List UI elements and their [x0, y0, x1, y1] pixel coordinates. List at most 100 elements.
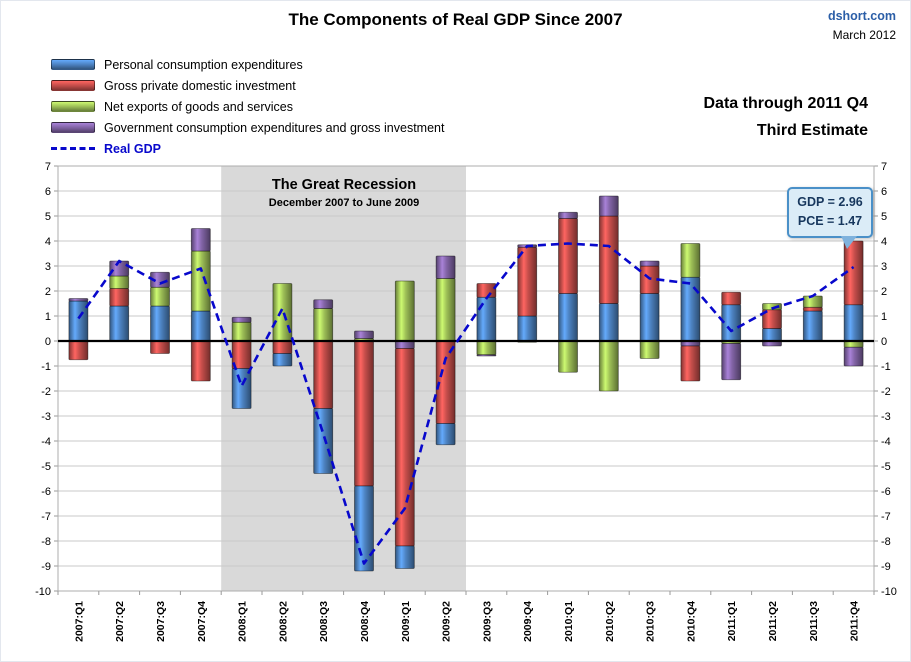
- bar-segment-netx: [150, 286, 170, 307]
- bar-segment-gpdi: [109, 288, 130, 307]
- bar-segment-pce: [313, 408, 334, 474]
- bar-segment-pce: [802, 310, 823, 342]
- y-axis-label-left: -4: [41, 436, 51, 448]
- bar-segment-netx: [558, 340, 578, 373]
- bar-segment-pce: [762, 328, 782, 342]
- callout-gdp-value: GDP = 2.96: [797, 195, 863, 209]
- bar-segment-gov: [476, 354, 497, 357]
- bar-segment-gpdi: [272, 340, 293, 354]
- legend: Personal consumption expenditures Gross …: [51, 54, 444, 159]
- recession-band: [221, 166, 466, 591]
- y-axis-label-right: 2: [881, 286, 887, 298]
- y-axis-label-left: 0: [45, 336, 51, 348]
- publish-date: March 2012: [832, 28, 896, 42]
- bar-segment-netx: [231, 321, 252, 342]
- netx-swatch-icon: [51, 101, 95, 112]
- y-axis-label-right: -1: [881, 361, 891, 373]
- data-through-line1: Data through 2011 Q4: [703, 95, 869, 112]
- bar-segment-gov: [68, 298, 89, 302]
- y-axis-label-left: -6: [41, 486, 51, 498]
- y-axis-label-left: 4: [45, 236, 51, 248]
- legend-label-gov: Government consumption expenditures and …: [104, 120, 445, 135]
- bar-segment-gpdi: [68, 340, 89, 361]
- bar-segment-netx: [476, 340, 497, 356]
- bar-segment-gpdi: [150, 340, 170, 354]
- y-axis-label-left: -7: [41, 511, 51, 523]
- x-axis-label: 2009:Q2: [441, 601, 453, 642]
- bar-segment-pce: [843, 304, 864, 342]
- bar-segment-netx: [394, 280, 415, 342]
- bar-segment-netx: [109, 275, 130, 289]
- y-axis-label-right: 7: [881, 161, 887, 173]
- bar-segment-pce: [272, 353, 293, 367]
- recession-title: The Great Recession: [271, 177, 417, 193]
- dashed-line-icon: [51, 147, 95, 150]
- bar-segment-pce: [476, 296, 497, 342]
- x-axis-label: 2011:Q1: [726, 601, 738, 641]
- y-axis-label-left: 5: [45, 211, 51, 223]
- y-axis-label-right: 6: [881, 186, 887, 198]
- y-axis-label-left: -5: [41, 461, 51, 473]
- bar-segment-gov: [721, 343, 742, 381]
- bar-segment-pce: [598, 303, 619, 342]
- bar-segment-pce: [558, 293, 578, 342]
- legend-label-pce: Personal consumption expenditures: [104, 57, 303, 72]
- bar-segment-pce: [150, 305, 170, 342]
- y-axis-label-left: -8: [41, 536, 51, 548]
- bar-segment-gov: [639, 260, 660, 267]
- x-axis-label: 2008:Q1: [237, 601, 249, 642]
- bar-segment-netx: [598, 340, 619, 392]
- x-axis-label: 2008:Q3: [318, 601, 330, 642]
- x-axis-label: 2008:Q4: [359, 601, 371, 642]
- legend-row-netx: Net exports of goods and services: [51, 96, 444, 117]
- x-axis-label: 2009:Q4: [522, 601, 534, 642]
- gdp-pce-callout: GDP = 2.96 PCE = 1.47: [787, 187, 873, 248]
- bar-segment-gpdi: [517, 246, 538, 317]
- bar-segment-pce: [109, 305, 130, 342]
- site-name: dshort.com: [827, 9, 896, 23]
- y-axis-label-left: -9: [41, 561, 51, 573]
- callout-pce-value: PCE = 1.47: [797, 213, 863, 228]
- y-axis-label-right: 0: [881, 336, 887, 348]
- y-axis-label-right: 3: [881, 261, 887, 273]
- bar-segment-gpdi: [476, 283, 497, 298]
- y-axis-label-right: -4: [881, 436, 891, 448]
- legend-row-gpdi: Gross private domestic investment: [51, 75, 444, 96]
- bar-segment-pce: [394, 545, 415, 569]
- legend-label-real-gdp: Real GDP: [104, 141, 161, 156]
- recession-label: The Great Recession December 2007 to Jun…: [222, 177, 466, 209]
- y-axis-label-right: 4: [881, 236, 887, 248]
- bar-segment-pce: [721, 304, 742, 342]
- y-axis-label-right: -2: [881, 386, 891, 398]
- brand-block: dshort.com March 2012: [828, 9, 896, 42]
- x-axis-label: 2011:Q2: [767, 601, 779, 641]
- bar-segment-pce: [231, 368, 252, 409]
- legend-row-real-gdp: Real GDP: [51, 138, 444, 159]
- y-axis-label-right: -10: [881, 586, 897, 598]
- y-axis-label-left: 3: [45, 261, 51, 273]
- x-axis-label: 2007:Q4: [196, 601, 208, 642]
- y-axis-label-right: -3: [881, 411, 891, 423]
- y-axis-label-right: -5: [881, 461, 891, 473]
- y-axis-label-left: -10: [35, 586, 51, 598]
- x-axis-label: 2007:Q3: [155, 601, 167, 642]
- x-axis-label: 2010:Q2: [604, 601, 616, 642]
- y-axis-label-right: -8: [881, 536, 891, 548]
- bar-segment-netx: [313, 308, 334, 342]
- legend-label-netx: Net exports of goods and services: [104, 99, 293, 114]
- x-axis-label: 2007:Q1: [73, 601, 85, 642]
- bar-segment-gov: [843, 346, 864, 367]
- bar-segment-netx: [435, 278, 456, 342]
- legend-label-gpdi: Gross private domestic investment: [104, 78, 296, 93]
- bar-segment-pce: [517, 315, 538, 342]
- bar-segment-netx: [639, 340, 660, 359]
- y-axis-label-right: -7: [881, 511, 891, 523]
- y-axis-label-left: -3: [41, 411, 51, 423]
- bar-segment-pce: [190, 310, 211, 342]
- x-axis-label: 2011:Q3: [808, 601, 820, 641]
- x-axis-label: 2009:Q1: [400, 601, 412, 642]
- y-axis-label-left: 7: [45, 161, 51, 173]
